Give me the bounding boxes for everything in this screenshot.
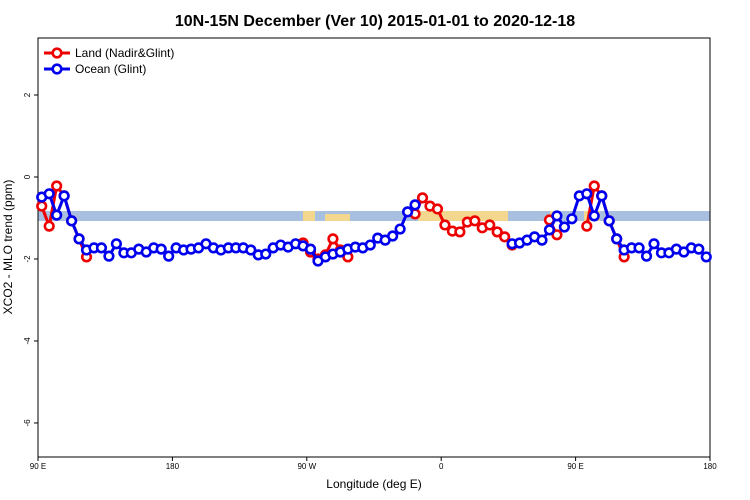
legend-marker — [51, 47, 63, 59]
data-point — [700, 251, 712, 263]
data-point — [43, 220, 55, 232]
data-point — [110, 238, 122, 250]
y-tick-label: 2 — [23, 92, 32, 97]
data-point — [163, 250, 175, 262]
land-patch — [303, 211, 315, 221]
data-point — [543, 224, 556, 236]
data-point — [431, 203, 444, 215]
data-point — [596, 190, 608, 202]
data-point — [409, 199, 421, 211]
data-point — [581, 220, 593, 232]
data-point — [588, 180, 600, 192]
data-point — [304, 243, 317, 255]
data-point — [551, 229, 563, 241]
data-point — [499, 231, 511, 243]
data-point — [387, 230, 399, 242]
ocean-strip — [38, 211, 710, 221]
data-point — [73, 233, 85, 245]
data-point — [633, 242, 645, 254]
y-tick-label: -6 — [23, 419, 32, 427]
data-point — [65, 215, 78, 227]
data-point — [327, 233, 339, 245]
data-point — [640, 250, 653, 262]
data-point — [536, 234, 548, 246]
data-point — [551, 210, 563, 222]
data-point — [611, 233, 623, 245]
x-tick-label: 0 — [439, 462, 444, 471]
data-point — [394, 223, 406, 235]
data-point — [51, 209, 63, 221]
x-tick-label: 180 — [703, 462, 717, 471]
x-tick-label: 90 W — [297, 462, 316, 471]
data-point — [364, 239, 376, 251]
legend-label: Ocean (Glint) — [75, 62, 146, 76]
data-point — [454, 226, 466, 238]
legend-marker — [51, 63, 63, 75]
data-point — [58, 190, 70, 202]
data-point — [603, 215, 615, 227]
y-axis-label: XCO2 - MLO trend (ppm) — [1, 180, 15, 315]
data-point — [260, 248, 272, 260]
legend-label: Land (Nadir&Glint) — [75, 46, 174, 60]
land-patch — [418, 211, 508, 221]
data-point — [469, 215, 481, 227]
data-point — [491, 226, 503, 238]
y-tick-label: -4 — [23, 337, 32, 345]
data-point — [484, 219, 496, 231]
legend: Land (Nadir&Glint) Ocean (Glint) — [44, 46, 174, 76]
data-point — [558, 221, 571, 233]
data-point — [402, 206, 414, 218]
data-point — [103, 250, 115, 262]
data-point — [51, 180, 63, 192]
x-axis-label: Longitude (deg E) — [326, 477, 421, 491]
data-point — [648, 238, 660, 250]
data-point — [588, 210, 600, 222]
land-patch — [325, 214, 350, 221]
data-point — [439, 219, 451, 231]
y-tick-label: 0 — [23, 174, 32, 179]
data-point — [245, 244, 257, 256]
x-tick-label: 90 E — [30, 462, 46, 471]
data-point — [566, 213, 578, 225]
x-tick-label: 180 — [166, 462, 180, 471]
data-point — [416, 192, 429, 204]
plot-frame — [37, 37, 711, 458]
chart-title: 10N-15N December (Ver 10) 2015-01-01 to … — [175, 13, 575, 30]
data-point — [693, 243, 705, 255]
data-point — [581, 188, 593, 200]
y-tick-label: -2 — [23, 255, 32, 263]
data-point — [155, 243, 167, 255]
data-point — [95, 242, 108, 254]
data-point — [36, 200, 48, 212]
data-point — [43, 188, 55, 200]
x-tick-label: 90 E — [567, 462, 583, 471]
